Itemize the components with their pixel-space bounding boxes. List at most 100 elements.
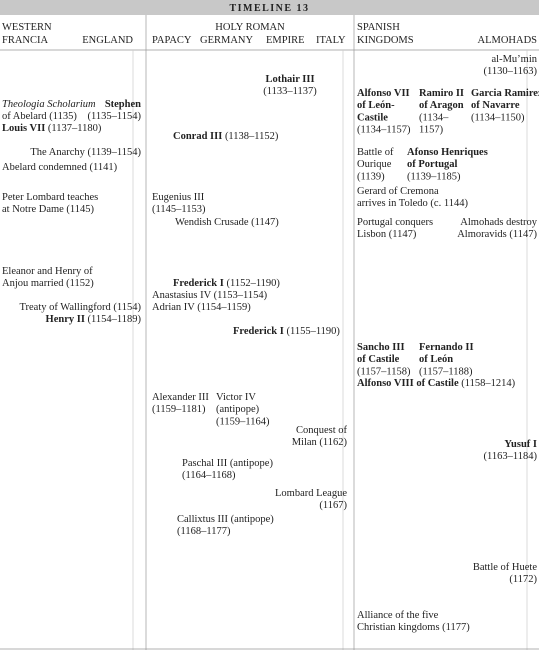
entry-line: Alfonso VIII of Castile (1158–1214) — [357, 378, 516, 389]
title: TIMELINE 13 — [229, 3, 309, 14]
entry-text: Louis VII — [2, 123, 45, 134]
entry-line: Almohads destroy — [460, 217, 537, 228]
entry-text: (1130–1163) — [484, 66, 538, 77]
entry-line: Louis VII (1137–1180) — [2, 123, 102, 134]
entry-text: Fernando II — [419, 342, 474, 353]
entry-text: of León — [419, 354, 453, 365]
column-header: ITALY — [316, 35, 346, 46]
entry-line: Anastasius IV (1153–1154) — [152, 290, 268, 301]
entry-text: Yusuf I — [504, 439, 537, 450]
entry-text: (1134–1157) — [357, 125, 411, 136]
title-bar — [0, 0, 539, 15]
entry-text: Alfonso VII — [357, 88, 410, 99]
entry-text: Gerard of Cremona — [357, 186, 439, 197]
entry-text: (1154–1189) — [85, 314, 142, 325]
entry-text: Anastasius IV (1153–1154) — [152, 290, 268, 301]
entry-text: (1137–1180) — [45, 123, 102, 134]
entry-line: (1167) — [319, 500, 347, 511]
entry-line: Battle of — [357, 147, 394, 158]
entry-text: Henry II — [46, 314, 85, 325]
entry-text: Victor IV — [216, 392, 256, 403]
entry-text: Adrian IV (1154–1159) — [152, 302, 251, 313]
entry-text: Afonso Henriques — [407, 147, 488, 158]
entry-line: Frederick I (1152–1190) — [173, 278, 280, 289]
entry-text: arrives in Toledo (c. 1144) — [357, 198, 468, 209]
entry-text: Lisbon (1147) — [357, 229, 417, 240]
column-header: FRANCIA — [2, 35, 49, 46]
entry-line: The Anarchy (1139–1154) — [30, 147, 141, 158]
entry-text: (antipope) — [216, 404, 260, 415]
entry-text: (1168–1177) — [177, 526, 231, 537]
rules — [0, 15, 539, 650]
entry-line: Fernando II — [419, 342, 474, 353]
column-header: GERMANY — [200, 35, 254, 46]
entry-text: Theologia Scholarium — [2, 99, 96, 110]
entry-text: Peter Lombard teaches — [2, 192, 98, 203]
column-header: KINGDOMS — [357, 35, 414, 46]
entry-line: Gerard of Cremona — [357, 186, 439, 197]
column-header: SPANISH — [357, 22, 400, 33]
entry-text: Stephen — [105, 99, 141, 110]
entry-line: Eleanor and Henry of — [2, 266, 93, 277]
entry-line: Ramiro II — [419, 88, 464, 99]
entry-line: of León- — [357, 100, 395, 111]
entry-line: Abelard condemned (1141) — [2, 162, 118, 173]
entry-text: (1167) — [319, 500, 347, 511]
entry-line: Portugal conquers — [357, 217, 433, 228]
entry-text: (1134– — [419, 112, 449, 123]
entry-line: (1139–1185) — [407, 171, 461, 182]
entry-line: Peter Lombard teaches — [2, 192, 98, 203]
entry-line: of Castile — [357, 354, 400, 365]
entry-text: Battle of — [357, 147, 394, 158]
entry-text: Castile — [357, 112, 388, 123]
entry-line: Alfonso VII — [357, 88, 410, 99]
entry-text: Abelard condemned (1141) — [2, 162, 118, 173]
entry-line: Theologia Scholarium — [2, 99, 96, 110]
entry-line: (1168–1177) — [177, 526, 231, 537]
entry-line: (1159–1164) — [216, 416, 270, 427]
entry-line: (1139) — [357, 171, 385, 182]
entry-line: Stephen — [105, 99, 141, 110]
entry-line: Milan (1162) — [292, 437, 348, 448]
entry-line: (antipope) — [216, 404, 260, 415]
entry-line: 1157) — [419, 125, 444, 136]
entry-line: (1145–1153) — [152, 204, 206, 215]
entry-text: (1163–1184) — [484, 451, 538, 462]
entry-line: Frederick I (1155–1190) — [233, 326, 340, 337]
entry-line: (1157–1188) — [419, 366, 473, 377]
entry-text: Sancho III — [357, 342, 405, 353]
column-header: PAPACY — [152, 35, 192, 46]
entry-text: Christian kingdoms (1177) — [357, 622, 470, 633]
entry-line: Conquest of — [296, 425, 348, 436]
entry-text: Milan (1162) — [292, 437, 348, 448]
entry-line: of Navarre — [471, 100, 520, 111]
entry-line: Battle of Huete — [473, 562, 537, 573]
entry-line: Alliance of the five — [357, 610, 439, 621]
entry-text: Lothair III — [265, 74, 314, 85]
entry-text: Eleanor and Henry of — [2, 266, 93, 277]
entry-text: The Anarchy (1139–1154) — [30, 147, 141, 158]
entry-text: Alliance of the five — [357, 610, 439, 621]
entry-line: (1130–1163) — [484, 66, 538, 77]
entry-text: Anjou married (1152) — [2, 278, 94, 289]
column-header: ALMOHADS — [477, 35, 537, 46]
entry-line: Almoravids (1147) — [457, 229, 537, 240]
entry-text: Wendish Crusade (1147) — [175, 217, 279, 228]
entry-line: Ourique — [357, 159, 392, 170]
entry-line: Christian kingdoms (1177) — [357, 622, 470, 633]
entry-text: (1134–1150) — [471, 112, 525, 123]
entry-line: Anjou married (1152) — [2, 278, 94, 289]
entry-line: (1133–1137) — [263, 86, 317, 97]
entry-line: Treaty of Wallingford (1154) — [19, 302, 141, 313]
entry-text: Alexander III — [152, 392, 209, 403]
entry-line: (1164–1168) — [182, 470, 236, 481]
entry-line: Garcia Ramirez — [471, 88, 539, 99]
entry-line: (1163–1184) — [484, 451, 538, 462]
entry-text: Battle of Huete — [473, 562, 537, 573]
entry-text: of Portugal — [407, 159, 458, 170]
entry-text: Frederick I — [233, 326, 284, 337]
entry-text: of Navarre — [471, 100, 520, 111]
entry-line: (1135–1154) — [88, 111, 142, 122]
column-header: WESTERN — [2, 22, 52, 33]
entry-line: Yusuf I — [504, 439, 537, 450]
